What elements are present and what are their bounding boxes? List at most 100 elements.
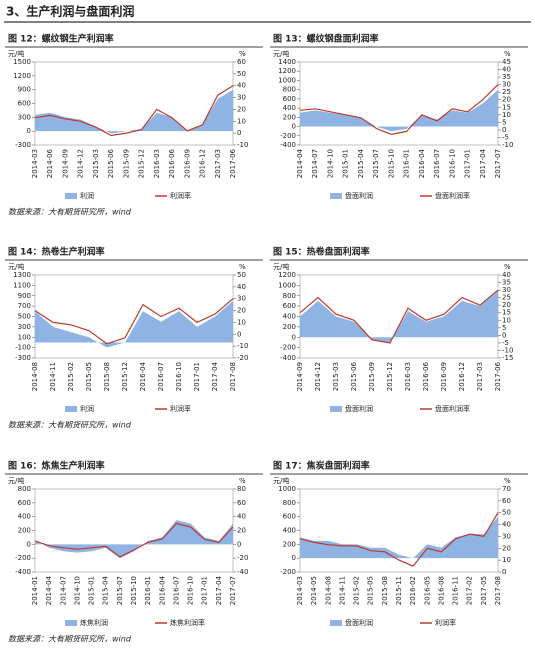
- y-tick-label: 1000: [278, 76, 296, 84]
- x-tick-label: 2014-03: [31, 149, 39, 178]
- x-tick-label: 2015-06: [350, 361, 358, 391]
- x-tick-label: 2016-07: [172, 576, 180, 605]
- x-tick-label: 2017-08: [494, 576, 502, 605]
- y2-axis-label: %: [504, 477, 511, 485]
- y2-tick-label: 20: [502, 301, 511, 309]
- y2-axis-label: %: [239, 263, 246, 271]
- x-tick-label: 2014-03: [296, 576, 304, 605]
- x-tick-label: 2015-09: [122, 149, 130, 178]
- x-tick-label: 2015-02: [67, 362, 75, 391]
- y-tick-label: 400: [18, 513, 31, 521]
- y-tick-label: -200: [280, 568, 296, 576]
- y2-tick-label: 60: [502, 497, 511, 505]
- y2-tick-label: 0: [502, 331, 506, 339]
- legend-label: 炼焦利润: [80, 618, 108, 627]
- y-tick-label: 200: [18, 527, 31, 535]
- y2-tick-label: 10: [502, 316, 511, 324]
- y-axis-label: 元/吨: [8, 476, 24, 485]
- y2-tick-label: -5: [502, 133, 509, 141]
- x-tick-label: 2014-05: [310, 576, 318, 605]
- y-tick-label: 800: [18, 485, 31, 493]
- y2-tick-label: 30: [237, 94, 246, 102]
- y-axis-label: 元/吨: [273, 262, 289, 271]
- x-tick-label: 2016-07: [433, 149, 441, 178]
- y-tick-label: 600: [283, 95, 296, 103]
- y-tick-label: 1000: [278, 485, 296, 493]
- y2-tick-label: -20: [237, 354, 248, 362]
- legend-label: 盘面利润率: [435, 404, 470, 413]
- y2-tick-label: 60: [237, 499, 246, 507]
- y-tick-label: 400: [283, 104, 296, 112]
- margin-line: [299, 512, 499, 567]
- chart-title: 图 13：螺纹钢盘面利润率: [273, 33, 379, 45]
- margin-line: [299, 289, 499, 344]
- x-tick-label: 2017-04: [215, 575, 223, 605]
- x-tick-label: 2017-07: [494, 149, 502, 178]
- plot-frame: [34, 61, 234, 146]
- y2-tick-label: 50: [237, 70, 246, 78]
- x-tick-label: 2014-07: [59, 576, 67, 605]
- x-tick-label: 2016-10: [175, 362, 183, 391]
- y-axis-label: 元/吨: [273, 49, 289, 58]
- y2-tick-label: -15: [502, 354, 513, 362]
- y-axis-label: 元/吨: [273, 476, 289, 485]
- y2-tick-label: -10: [237, 342, 248, 350]
- x-tick-label: 2016-11: [452, 576, 460, 605]
- x-tick-label: 2014-07: [311, 149, 319, 178]
- x-tick-label: 2014-11: [49, 362, 57, 391]
- y2-tick-label: 80: [237, 485, 246, 493]
- y2-tick-label: 15: [502, 103, 511, 111]
- y-tick-label: 900: [18, 86, 31, 94]
- y2-tick-label: 20: [502, 96, 511, 104]
- y-tick-label: 700: [18, 302, 31, 310]
- y2-tick-label: 0: [237, 540, 241, 548]
- legend-label: 盘面利润: [345, 191, 373, 200]
- legend-label: 盘面利润率: [435, 191, 470, 200]
- margin-line: [34, 298, 234, 345]
- y2-tick-label: 45: [502, 58, 511, 66]
- x-tick-label: 2015-04: [357, 148, 365, 178]
- x-tick-label: 2014-09: [296, 362, 304, 391]
- y-tick-label: 800: [283, 292, 296, 300]
- margin-line: [34, 522, 234, 558]
- x-tick-label: 2017-03: [476, 362, 484, 391]
- y2-tick-label: 40: [502, 66, 511, 74]
- y2-tick-label: 10: [237, 318, 246, 326]
- legend-label: 盘面利润: [345, 618, 373, 627]
- x-tick-label: 2016-10: [187, 576, 195, 605]
- x-tick-label: 2015-05: [85, 362, 93, 391]
- y-tick-label: 0: [292, 333, 296, 341]
- x-tick-label: 2016-03: [404, 362, 412, 391]
- x-tick-label: 2014-10: [326, 149, 334, 178]
- x-tick-label: 2015-12: [138, 149, 146, 178]
- x-tick-label: 2015-07: [116, 576, 124, 605]
- y2-tick-label: 20: [502, 544, 511, 552]
- x-tick-label: 2015-02: [353, 576, 361, 605]
- legend-label: 利润: [80, 404, 94, 413]
- y-tick-label: -400: [280, 141, 296, 149]
- y-tick-label: 400: [283, 527, 296, 535]
- y-tick-label: -200: [15, 554, 31, 562]
- x-tick-label: 2017-03: [214, 149, 222, 178]
- x-tick-label: 2017-01: [201, 576, 209, 605]
- plot-frame: [34, 488, 234, 573]
- chart-title: 图 12：螺纹钢生产利润率: [8, 33, 114, 45]
- y2-tick-label: 0: [502, 568, 506, 576]
- y2-tick-label: 50: [502, 509, 511, 517]
- legend-swatch: [330, 193, 342, 199]
- x-tick-label: 2017-06: [229, 148, 237, 178]
- x-tick-label: 2014-09: [61, 149, 69, 178]
- y2-tick-label: 25: [502, 294, 511, 302]
- y2-tick-label: 10: [502, 111, 511, 119]
- legend-label: 盘面利润: [345, 404, 373, 413]
- y2-tick-label: 40: [237, 82, 246, 90]
- y-axis-label: 元/吨: [8, 262, 24, 271]
- margin-line: [34, 85, 234, 137]
- y-tick-label: 800: [283, 499, 296, 507]
- y-tick-label: 800: [283, 86, 296, 94]
- chart-title: 图 15：热卷盘面利润率: [273, 246, 370, 258]
- x-tick-label: 2016-04: [158, 575, 166, 605]
- y2-tick-label: 10: [237, 117, 246, 125]
- y-tick-label: 0: [292, 123, 296, 131]
- x-tick-label: 2016-06: [168, 148, 176, 178]
